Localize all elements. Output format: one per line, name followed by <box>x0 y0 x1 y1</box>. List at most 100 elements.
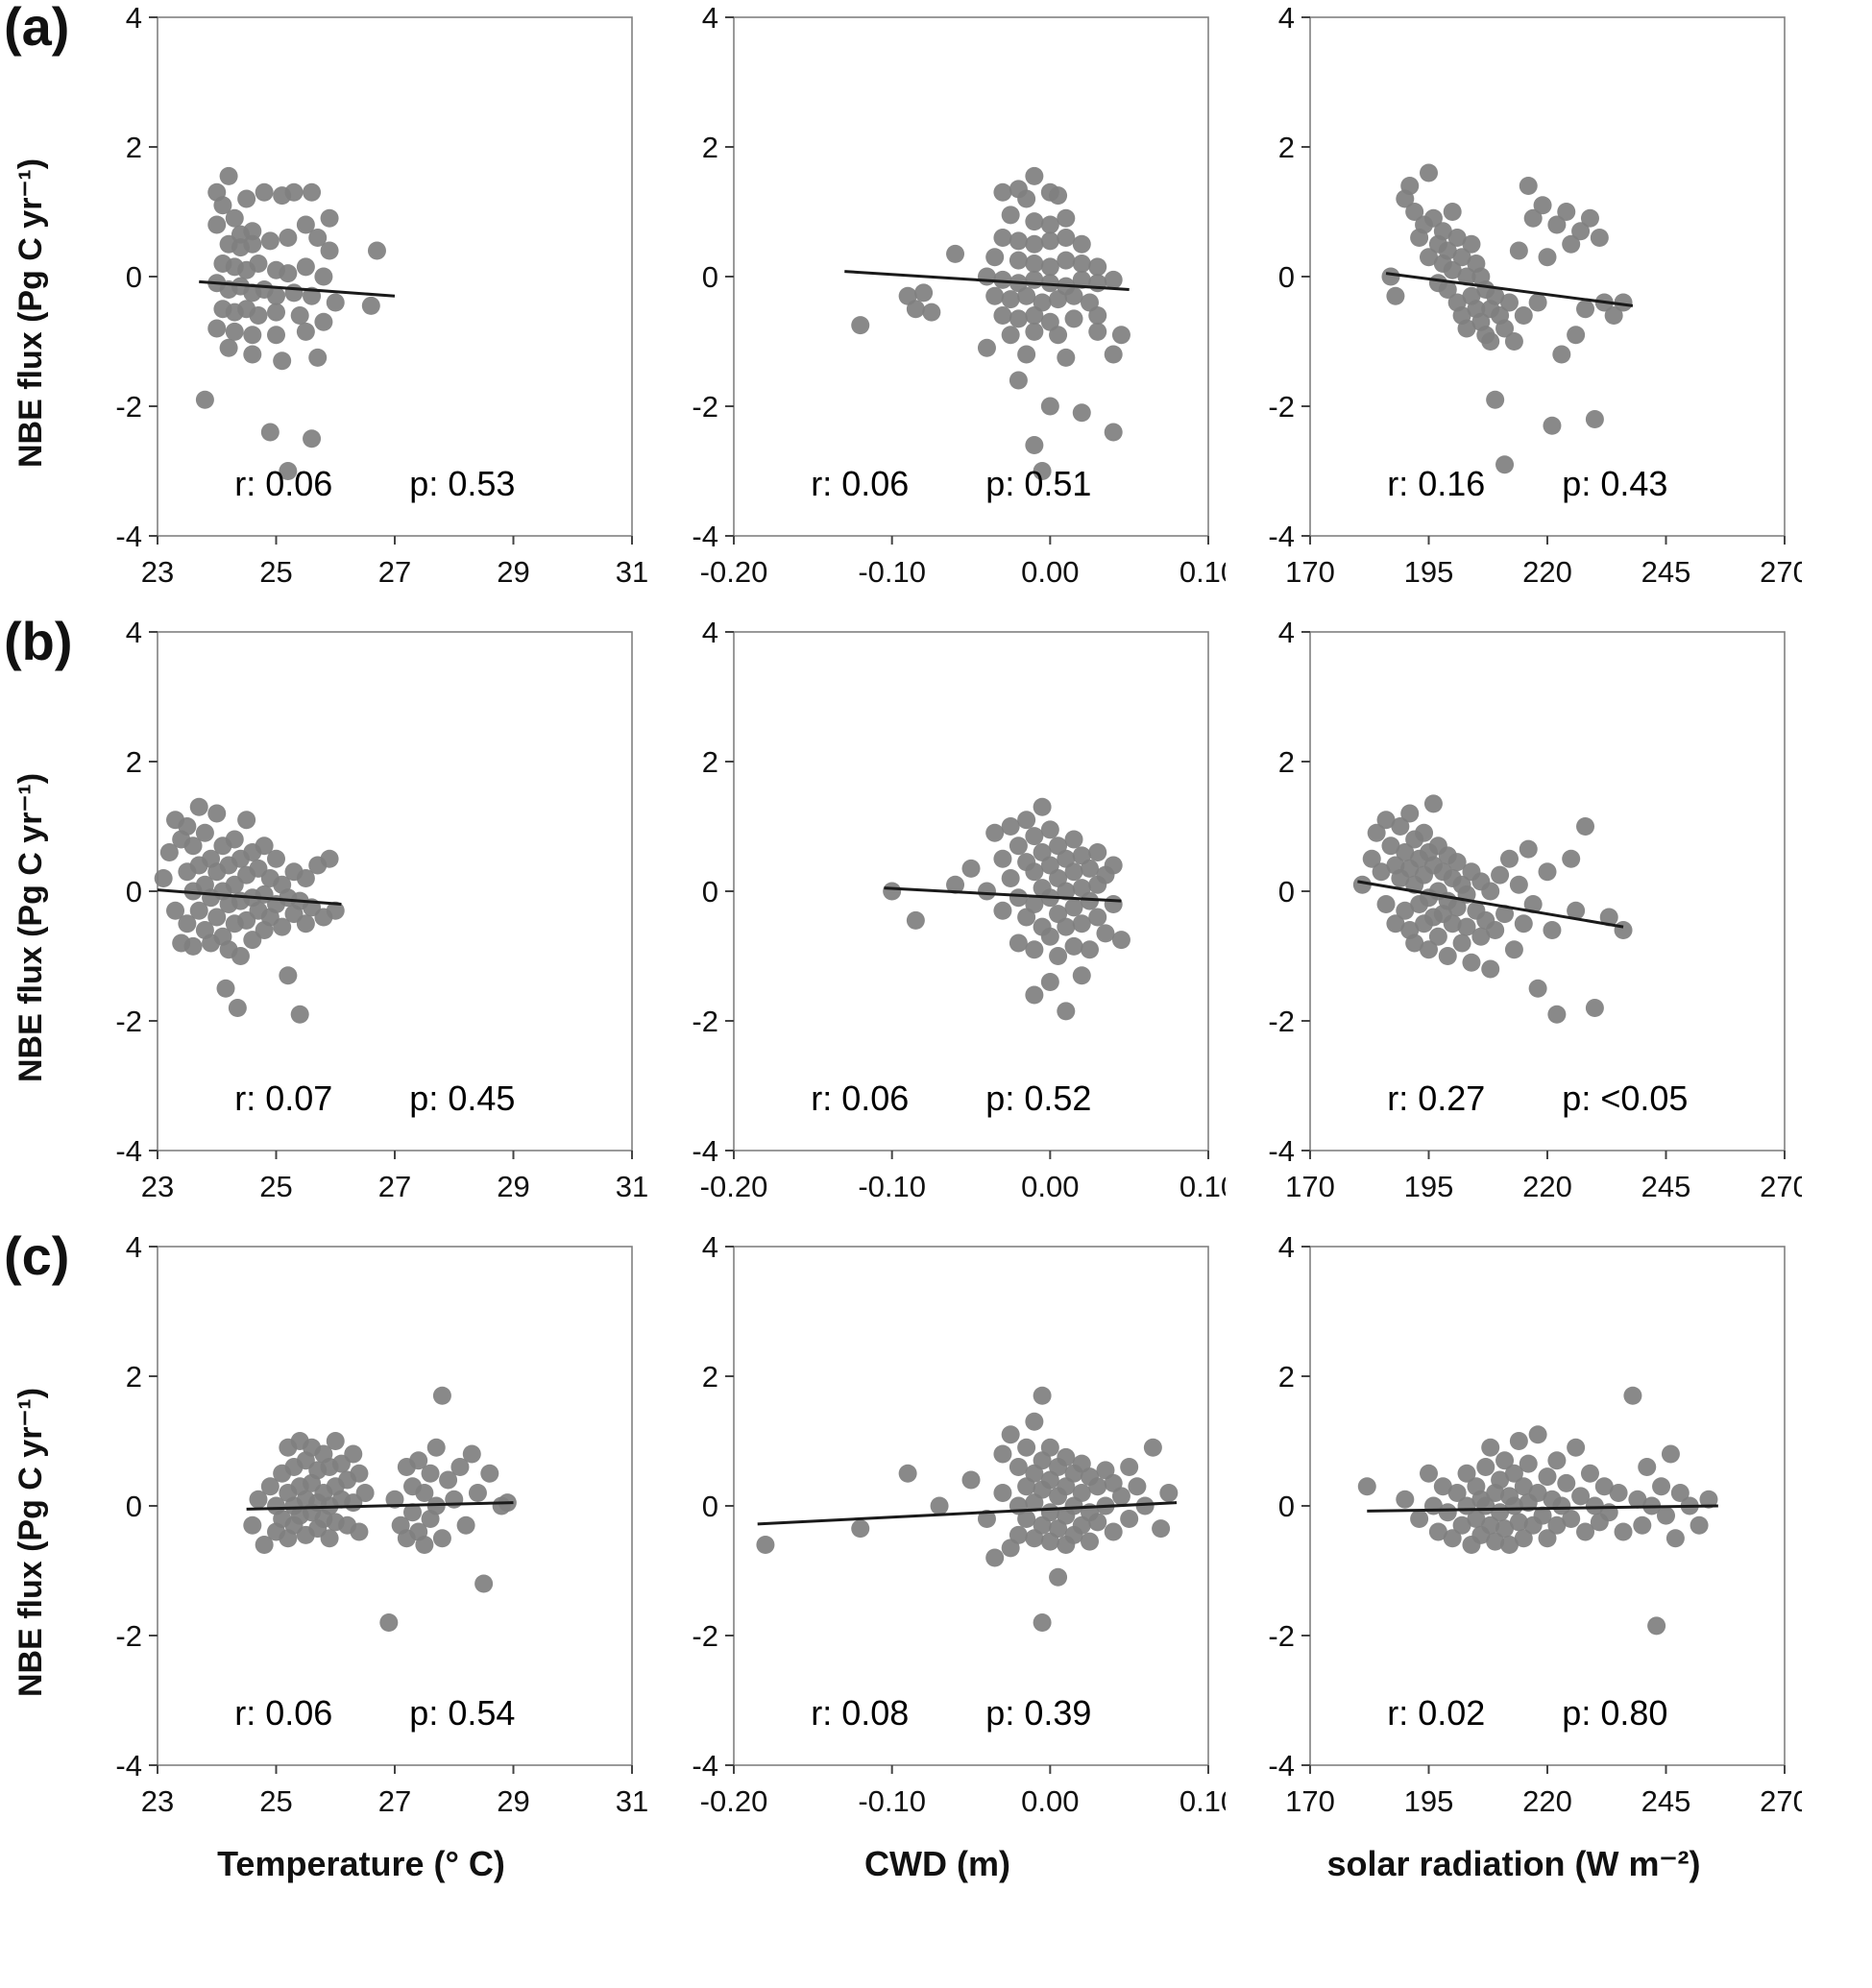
scatter-point <box>1072 914 1091 933</box>
scatter-point <box>207 215 227 234</box>
scatter-point <box>1533 1506 1552 1525</box>
x-tick-label: 220 <box>1522 1170 1572 1203</box>
scatter-point <box>1481 882 1500 901</box>
trend-line <box>246 1501 514 1511</box>
x-tick-label: 220 <box>1522 1784 1572 1818</box>
scatter-point <box>1025 827 1044 846</box>
scatter-point <box>279 966 298 985</box>
scatter-point <box>1614 1522 1633 1541</box>
scatter-point <box>1111 931 1130 950</box>
scatter-point <box>314 312 333 331</box>
scatter-point <box>1009 836 1028 856</box>
figure-row-a: (a) NBE flux (Pg C yr⁻¹) 4 2 0 -2 -4 23 25 27 29 31… <box>4 0 1872 620</box>
scatter-point <box>1049 290 1068 309</box>
scatter-point <box>320 208 339 228</box>
scatter-point <box>439 1470 458 1490</box>
scatter-point <box>1104 895 1123 913</box>
scatter-point <box>1025 212 1044 231</box>
y-tick-label: 2 <box>126 1360 142 1394</box>
x-tick-label: 23 <box>141 1170 174 1203</box>
y-axis-title: NBE flux (Pg C yr⁻¹) <box>12 772 49 1083</box>
scatter-point <box>1088 306 1107 325</box>
scatter-point <box>1072 270 1091 289</box>
scatter-point <box>1499 849 1519 868</box>
scatter-point <box>189 901 208 920</box>
scatter-point <box>993 270 1012 289</box>
y-tick-label: 2 <box>702 131 718 164</box>
scatter-point <box>1576 817 1595 836</box>
scatter-point <box>1072 255 1091 273</box>
scatter-point <box>1495 1519 1515 1539</box>
x-axis-title: CWD (m) <box>864 1844 1010 1883</box>
figure-row-b: (b) NBE flux (Pg C yr⁻¹) 4 2 0 -2 -4 23 25 27 29 31… <box>4 615 1872 1235</box>
y-tick-label: 2 <box>126 131 142 164</box>
stat-p: p: 0.80 <box>1562 1693 1667 1733</box>
scatter-point <box>993 306 1012 325</box>
scatter-point <box>993 1484 1012 1502</box>
panel-cell: 4 2 0 -2 -4-0.20 -0.10 0.00 0.10 r: 0.06 p: 0.51 <box>649 6 1226 620</box>
scatter-point <box>1594 1477 1614 1496</box>
y-tick-label: 2 <box>126 745 142 779</box>
scatter-point <box>249 306 268 325</box>
scatter-point <box>1486 921 1505 939</box>
scatter-point <box>993 182 1012 202</box>
scatter-point <box>1420 940 1438 959</box>
scatter-point <box>415 1536 434 1554</box>
scatter-point <box>1057 917 1076 936</box>
y-tick-label: 4 <box>126 6 142 35</box>
scatter-point <box>906 910 925 930</box>
scatter-point <box>1504 1464 1523 1483</box>
scatter-panel: 4 2 0 -2 -4-0.20 -0.10 0.00 0.10 r: 0.06 p: 0.51 <box>692 6 1226 589</box>
scatter-point <box>314 267 333 286</box>
scatter-point <box>213 196 232 215</box>
scatter-point <box>1415 823 1434 842</box>
scatter-point <box>1159 1484 1179 1502</box>
x-tick-label: 29 <box>497 555 529 589</box>
scatter-point <box>1665 1529 1685 1548</box>
scatter-point <box>1443 914 1462 933</box>
scatter-point <box>1652 1477 1671 1496</box>
plot-border <box>733 16 1209 537</box>
scatter-point <box>1081 940 1099 959</box>
y-tick-label: -4 <box>115 520 142 553</box>
x-tick-label: 0.10 <box>1179 1170 1226 1203</box>
scatter-point <box>1571 222 1591 241</box>
scatter-point <box>1457 267 1476 286</box>
y-tick-label: -4 <box>692 520 718 553</box>
stat-r: r: 0.08 <box>811 1693 909 1733</box>
scatter-point <box>1438 1503 1457 1522</box>
y-tick-label: 0 <box>702 260 718 294</box>
scatter-point <box>1396 1490 1415 1509</box>
scatter-point <box>1025 436 1044 454</box>
scatter-point <box>1017 1510 1036 1528</box>
y-tick-label: 4 <box>702 6 718 35</box>
scatter-point <box>1552 1496 1571 1515</box>
scatter-point <box>993 229 1012 247</box>
scatter-point <box>1381 836 1400 856</box>
stat-r: r: 0.16 <box>1387 464 1485 503</box>
trend-line <box>1367 1504 1718 1513</box>
scatter-point <box>432 1386 451 1405</box>
scatter-point <box>946 244 965 263</box>
scatter-point <box>350 1522 369 1541</box>
scatter-point <box>1025 255 1044 273</box>
scatter-point <box>1057 229 1076 247</box>
scatter-point <box>1447 898 1467 917</box>
scatter-point <box>1523 895 1543 913</box>
row-label: (b) <box>4 611 73 671</box>
scatter-point <box>450 1458 470 1476</box>
scatter-point <box>1357 1477 1376 1496</box>
scatter-point <box>1049 1567 1068 1587</box>
scatter-point <box>1481 1515 1500 1535</box>
y-tick-label: 4 <box>702 620 718 649</box>
scatter-point <box>1072 403 1091 423</box>
scatter-point <box>1447 229 1467 247</box>
scatter-point <box>249 255 268 273</box>
scatter-point <box>946 875 965 894</box>
scatter-point <box>207 804 227 823</box>
scatter-point <box>1452 933 1471 953</box>
scatter-point <box>403 1503 423 1522</box>
scatter-point <box>1443 260 1462 279</box>
scatter-point <box>1001 1425 1020 1444</box>
y-tick-label: 4 <box>1278 620 1295 649</box>
